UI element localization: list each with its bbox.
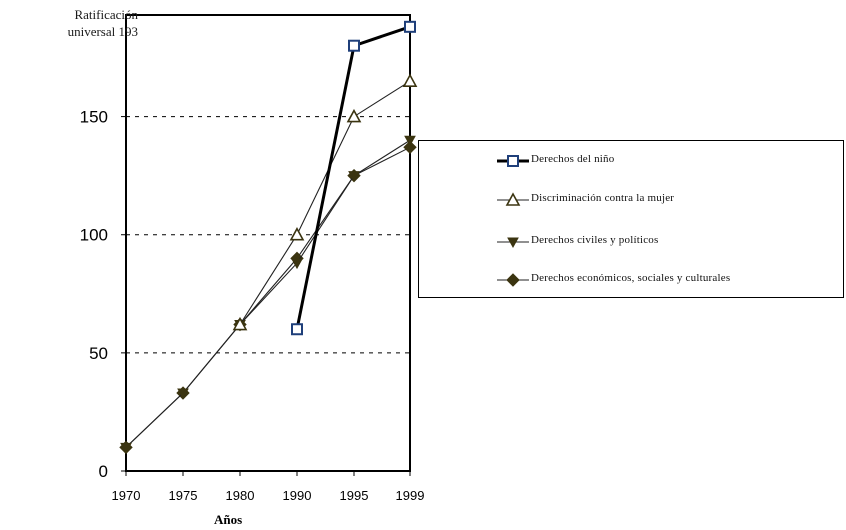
data-point <box>177 388 189 400</box>
plot-frame <box>125 14 411 472</box>
x-tick-label: 1995 <box>340 488 369 503</box>
y-tick-label: 150 <box>80 108 108 127</box>
annotation-line-2: universal 193 <box>67 24 138 39</box>
data-point <box>404 135 416 147</box>
legend-item-2: Derechos civiles y políticos <box>419 232 839 252</box>
legend: Derechos del niño Discriminación contra … <box>418 140 844 298</box>
legend-marker-square-icon <box>497 155 529 167</box>
x-tick-label: 1990 <box>283 488 312 503</box>
ratification-annotation: Ratificación universal 193 <box>0 6 138 40</box>
y-tick-label: 100 <box>80 226 108 245</box>
data-point <box>291 323 303 336</box>
legend-marker-diamond-icon <box>497 273 529 287</box>
legend-marker <box>507 237 519 249</box>
series-line <box>125 146 411 448</box>
data-point <box>402 73 418 87</box>
data-point <box>289 227 305 241</box>
x-tick-label: 1999 <box>396 488 425 503</box>
data-point <box>404 20 416 33</box>
data-point <box>232 316 248 331</box>
legend-item-1: Discriminación contra la mujer <box>419 190 839 210</box>
legend-label: Derechos civiles y políticos <box>531 234 659 246</box>
data-point <box>348 171 360 182</box>
data-point <box>120 442 132 454</box>
series-line <box>239 80 411 325</box>
x-tick-label: 1970 <box>112 488 141 503</box>
data-point <box>346 108 362 123</box>
data-point <box>291 258 303 270</box>
annotation-line-1: Ratificación <box>74 7 138 22</box>
legend-label: Derechos económicos, sociales y cultural… <box>531 272 731 284</box>
legend-marker <box>507 155 519 167</box>
legend-label: Derechos del niño <box>531 153 615 165</box>
legend-item-3: Derechos económicos, sociales y cultural… <box>419 270 839 290</box>
legend-item-0: Derechos del niño <box>419 151 839 171</box>
x-tick-label: 1980 <box>226 488 255 503</box>
legend-label: Discriminación contra la mujer <box>531 192 675 204</box>
y-tick-label: 50 <box>89 344 108 363</box>
x-axis-label: Años <box>214 512 243 527</box>
data-point <box>403 140 417 155</box>
y-tick-label: 0 <box>99 462 108 481</box>
data-point <box>348 39 360 52</box>
legend-marker-triangle-down-icon <box>497 237 529 249</box>
legend-marker-triangle-icon <box>497 192 529 206</box>
legend-marker <box>505 192 521 206</box>
series-line <box>125 139 411 448</box>
x-tick-label: 1975 <box>169 488 198 503</box>
legend-marker <box>506 273 520 287</box>
